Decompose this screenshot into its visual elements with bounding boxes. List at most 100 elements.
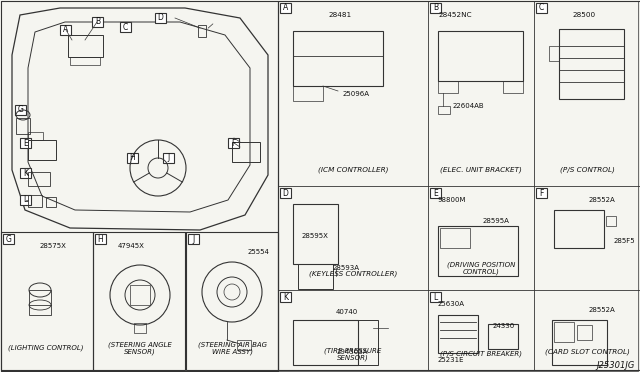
Text: D: D (157, 13, 163, 22)
Text: 28595X: 28595X (301, 233, 328, 239)
Bar (3, 234, 14, 244)
Bar (488, 324, 518, 349)
Bar (430, 3, 441, 13)
Bar (28, 132, 43, 140)
Bar (503, 81, 523, 93)
Text: E: E (23, 138, 28, 148)
Text: A: A (63, 26, 68, 35)
Bar (68, 35, 103, 57)
Text: H: H (98, 234, 104, 244)
Text: (ICM CONTROLLER): (ICM CONTROLLER) (317, 167, 388, 173)
Bar (20, 195, 31, 205)
Bar (28, 195, 42, 207)
Text: F: F (540, 189, 544, 198)
Bar (440, 228, 470, 248)
Bar (127, 153, 138, 163)
Bar (554, 210, 604, 248)
Text: 24330: 24330 (493, 323, 515, 329)
Text: K: K (283, 292, 288, 301)
Bar (20, 168, 31, 178)
Bar (536, 3, 547, 13)
Bar (16, 118, 30, 134)
Text: F: F (231, 138, 236, 148)
Bar (60, 25, 71, 35)
Text: J: J (168, 154, 170, 163)
Bar (549, 46, 559, 61)
Bar (188, 234, 199, 244)
Text: (ELEC. UNIT BRACKET): (ELEC. UNIT BRACKET) (440, 167, 522, 173)
Bar (438, 226, 518, 276)
Text: 28481: 28481 (328, 12, 351, 18)
Bar (293, 31, 383, 86)
Text: B: B (95, 17, 100, 26)
Bar (93, 232, 185, 370)
Text: (DRIVING POSITION
CONTROL): (DRIVING POSITION CONTROL) (447, 261, 515, 275)
Bar (554, 322, 574, 342)
Text: 28552A: 28552A (589, 307, 616, 313)
Bar (155, 13, 166, 23)
Bar (536, 188, 547, 198)
Text: (P/S CONTROL): (P/S CONTROL) (559, 167, 614, 173)
Bar (15, 105, 26, 115)
Text: 28552A: 28552A (589, 197, 616, 203)
Text: G: G (6, 234, 12, 244)
Bar (278, 1, 640, 370)
Bar (298, 264, 333, 289)
Text: H: H (130, 154, 136, 163)
Text: C: C (123, 22, 128, 32)
Text: 28593A: 28593A (333, 265, 360, 271)
Bar (28, 140, 56, 160)
Text: A: A (283, 3, 288, 13)
Text: G: G (17, 106, 24, 115)
Text: (STEERING AIR BAG
WIRE ASSY): (STEERING AIR BAG WIRE ASSY) (198, 341, 266, 355)
Bar (92, 17, 103, 27)
Text: 47945X: 47945X (118, 243, 145, 249)
Bar (552, 320, 607, 365)
Bar (293, 320, 358, 365)
Text: 28575X: 28575X (40, 243, 67, 249)
Text: 98800M: 98800M (438, 197, 467, 203)
Bar (293, 204, 338, 264)
Text: 285F5: 285F5 (614, 238, 636, 244)
Bar (430, 292, 441, 302)
Bar (559, 29, 624, 99)
Text: L: L (433, 292, 438, 301)
Bar (280, 3, 291, 13)
Bar (29, 290, 51, 315)
Bar (280, 292, 291, 302)
Text: E: E (433, 189, 438, 198)
Bar (228, 138, 239, 148)
Text: 25554: 25554 (248, 249, 270, 255)
Bar (198, 25, 206, 37)
Text: (STEERING ANGLE
SENSOR): (STEERING ANGLE SENSOR) (108, 341, 172, 355)
Text: (P/S CIRCUIT BREAKER): (P/S CIRCUIT BREAKER) (440, 351, 522, 357)
Text: B: B (433, 3, 438, 13)
Text: 25231E: 25231E (438, 357, 465, 363)
Text: 40740: 40740 (336, 309, 358, 315)
Text: C: C (539, 3, 544, 13)
Bar (438, 81, 458, 93)
Bar (293, 86, 323, 101)
Text: (CARD SLOT CONTROL): (CARD SLOT CONTROL) (545, 349, 629, 355)
Bar (70, 57, 100, 65)
Bar (358, 320, 378, 365)
Text: L: L (24, 196, 28, 205)
Text: J: J (193, 234, 195, 244)
Bar (232, 142, 260, 162)
Bar (95, 234, 106, 244)
Text: 22604AB: 22604AB (453, 103, 484, 109)
Text: (KEYLESS CONTROLLER): (KEYLESS CONTROLLER) (309, 271, 397, 277)
Bar (280, 188, 291, 198)
Bar (577, 325, 592, 340)
Text: K: K (23, 169, 28, 177)
Bar (28, 172, 50, 186)
Bar (46, 197, 56, 207)
Text: J25301JG: J25301JG (596, 360, 635, 369)
Text: (LIGHTING CONTROL): (LIGHTING CONTROL) (8, 345, 84, 351)
Text: 28452NC: 28452NC (438, 12, 472, 18)
Bar (438, 106, 450, 114)
Bar (438, 315, 478, 353)
Text: 28595A: 28595A (483, 218, 510, 224)
Bar (163, 153, 174, 163)
Text: 294303A: 294303A (337, 349, 368, 355)
